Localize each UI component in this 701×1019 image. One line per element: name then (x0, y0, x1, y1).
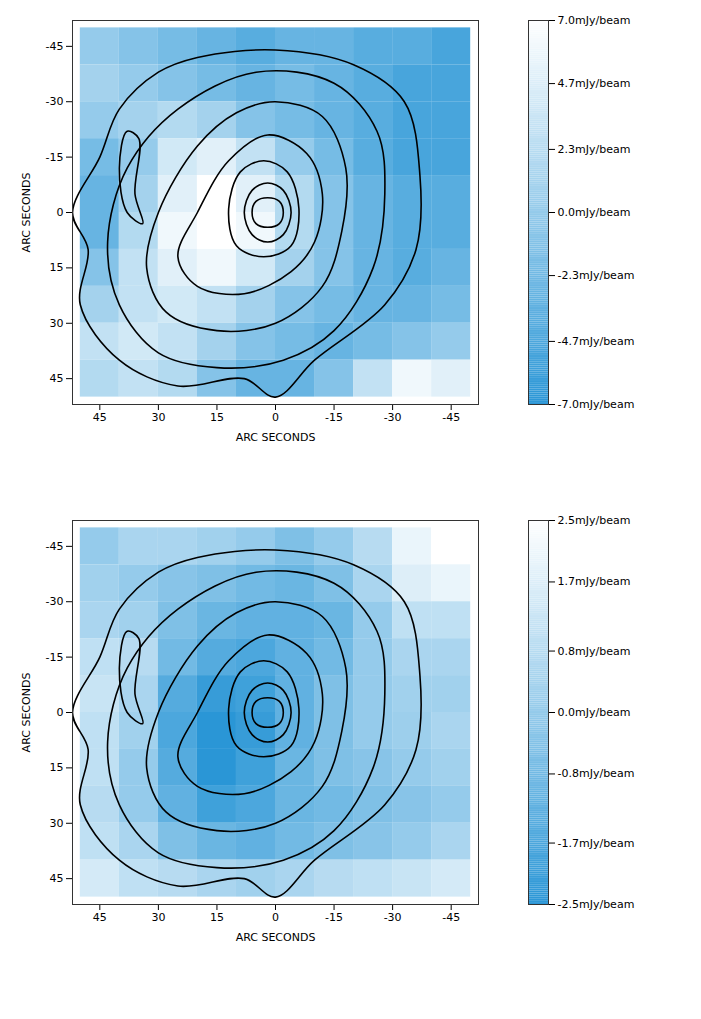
svg-text:30: 30 (50, 317, 64, 330)
svg-text:30: 30 (151, 911, 165, 924)
svg-text:-45: -45 (442, 411, 460, 424)
svg-text:-15: -15 (46, 151, 64, 164)
svg-text:0.0mJy/beam: 0.0mJy/beam (558, 706, 631, 719)
svg-text:30: 30 (50, 817, 64, 830)
svg-text:0: 0 (57, 206, 64, 219)
svg-text:2.5mJy/beam: 2.5mJy/beam (558, 514, 631, 527)
svg-text:ARC SECONDS: ARC SECONDS (236, 431, 316, 444)
svg-text:-15: -15 (46, 651, 64, 664)
svg-text:-30: -30 (46, 595, 64, 608)
svg-text:45: 45 (93, 911, 107, 924)
svg-text:15: 15 (210, 411, 224, 424)
svg-text:15: 15 (210, 911, 224, 924)
svg-text:-30: -30 (46, 95, 64, 108)
svg-text:45: 45 (50, 872, 64, 885)
svg-text:-1.7mJy/beam: -1.7mJy/beam (558, 837, 635, 850)
svg-text:ARC SECONDS: ARC SECONDS (20, 173, 33, 253)
svg-text:-7.0mJy/beam: -7.0mJy/beam (558, 398, 635, 411)
svg-text:-30: -30 (384, 911, 402, 924)
svg-text:15: 15 (50, 761, 64, 774)
svg-text:45: 45 (93, 411, 107, 424)
svg-text:-45: -45 (442, 911, 460, 924)
svg-text:15: 15 (50, 261, 64, 274)
svg-text:0: 0 (57, 706, 64, 719)
svg-text:-45: -45 (46, 540, 64, 553)
svg-text:-15: -15 (325, 411, 343, 424)
svg-text:ARC SECONDS: ARC SECONDS (236, 931, 316, 944)
svg-text:-2.5mJy/beam: -2.5mJy/beam (558, 898, 635, 911)
svg-text:-0.8mJy/beam: -0.8mJy/beam (558, 767, 635, 780)
svg-text:45: 45 (50, 372, 64, 385)
svg-text:-4.7mJy/beam: -4.7mJy/beam (558, 335, 635, 348)
svg-text:0.0mJy/beam: 0.0mJy/beam (558, 206, 631, 219)
svg-text:-2.3mJy/beam: -2.3mJy/beam (558, 269, 635, 282)
svg-text:2.3mJy/beam: 2.3mJy/beam (558, 143, 631, 156)
svg-text:0.8mJy/beam: 0.8mJy/beam (558, 645, 631, 658)
svg-text:30: 30 (151, 411, 165, 424)
svg-text:0: 0 (272, 911, 279, 924)
svg-text:0: 0 (272, 411, 279, 424)
svg-text:ARC SECONDS: ARC SECONDS (20, 673, 33, 753)
svg-text:-15: -15 (325, 911, 343, 924)
svg-text:1.7mJy/beam: 1.7mJy/beam (558, 575, 631, 588)
svg-text:-30: -30 (384, 411, 402, 424)
svg-text:-45: -45 (46, 40, 64, 53)
svg-text:4.7mJy/beam: 4.7mJy/beam (558, 77, 631, 90)
svg-text:7.0mJy/beam: 7.0mJy/beam (558, 14, 631, 27)
